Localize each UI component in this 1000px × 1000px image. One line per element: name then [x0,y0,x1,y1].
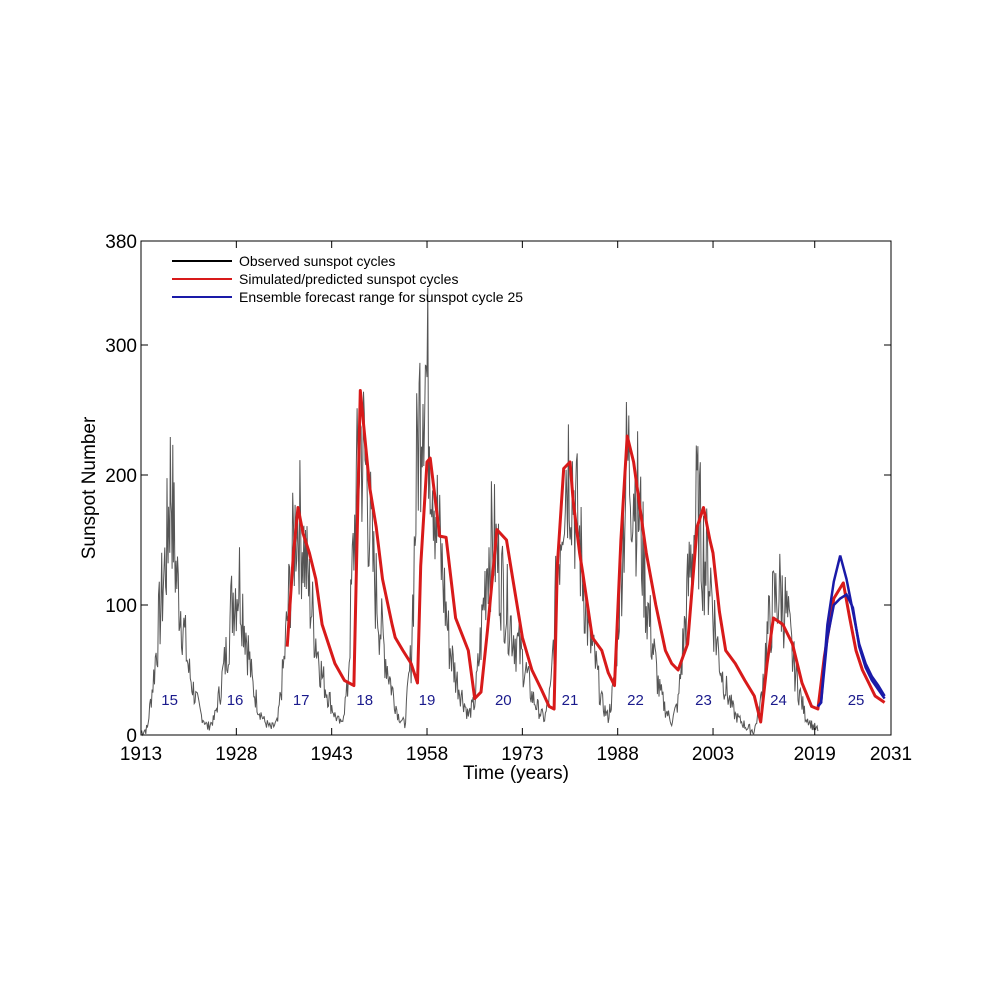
x-tick-label: 1973 [501,744,543,765]
observed-series-line [140,287,819,737]
x-tick-label: 1928 [215,744,257,765]
simulated-series [285,389,886,724]
cycle-label: 15 [161,692,178,709]
cycle-label: 17 [293,692,310,709]
legend-label: Simulated/predicted sunspot cycles [239,271,458,287]
observed-series [140,287,819,737]
y-tick-label: 300 [105,336,137,357]
cycle-label: 21 [562,692,579,709]
y-axis-title: Sunspot Number [79,416,100,559]
x-tick-label: 1958 [406,744,448,765]
x-tick-label: 1913 [120,744,162,765]
cycle-label: 20 [495,692,512,709]
y-axis: 0 100 200 300 380 [105,232,891,747]
x-tick-label: 2019 [794,744,836,765]
simulated-series-line [285,389,886,724]
y-tick-label: 100 [105,596,137,617]
ensemble-lower-line [816,592,886,708]
x-tick-label: 2031 [870,744,912,765]
legend: Observed sunspot cycles Simulated/predict… [172,253,523,305]
cycle-label: 18 [356,692,373,709]
y-tick-label: 0 [126,726,137,747]
cycle-label: 25 [848,692,865,709]
cycle-label: 16 [227,692,244,709]
legend-label: Observed sunspot cycles [239,253,395,269]
cycle-label: 24 [770,692,787,709]
x-tick-label: 2003 [692,744,734,765]
x-axis: 1913 1928 1943 1958 1973 1988 2003 2019 2031 [120,241,912,765]
legend-label: Ensemble forecast range for sunspot cycl… [239,289,523,305]
x-tick-label: 1943 [311,744,353,765]
cycle-label: 19 [419,692,436,709]
ensemble-series [816,555,886,708]
y-tick-label: 200 [105,466,137,487]
y-tick-label: 380 [105,232,137,253]
x-tick-label: 1988 [597,744,639,765]
cycle-label: 23 [695,692,712,709]
cycle-labels: 15 16 17 18 19 20 21 22 23 24 25 [161,692,864,709]
cycle-label: 22 [627,692,644,709]
x-axis-title: Time (years) [463,763,569,784]
